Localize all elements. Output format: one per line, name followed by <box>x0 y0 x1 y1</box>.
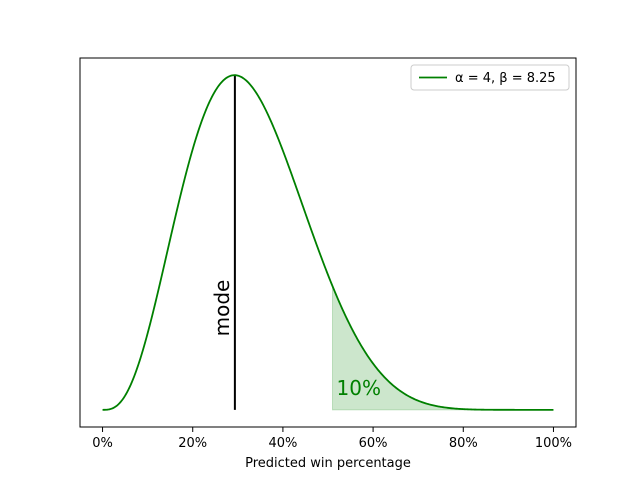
x-tick-label: 80% <box>449 436 478 451</box>
legend-box <box>410 64 570 91</box>
x-tick-label: 0% <box>92 436 113 451</box>
tail-percent-label: 10% <box>337 376 381 400</box>
legend-label: α = 4, β = 8.25 <box>455 71 556 86</box>
mode-label: mode <box>210 280 234 337</box>
series-beta-curve <box>102 74 554 411</box>
x-tick-label: 40% <box>268 436 297 451</box>
plot-frame <box>79 57 577 428</box>
x-tick-label: 60% <box>359 436 388 451</box>
x-tick-label: 20% <box>178 436 207 451</box>
plot-layer: mode 10% <box>102 74 554 411</box>
x-ticks: 0% 20% 40% 60% 80% 100% <box>92 427 572 451</box>
legend: α = 4, β = 8.25 <box>410 64 570 91</box>
x-axis-label: Predicted win percentage <box>245 456 411 471</box>
x-tick-label: 100% <box>535 436 572 451</box>
